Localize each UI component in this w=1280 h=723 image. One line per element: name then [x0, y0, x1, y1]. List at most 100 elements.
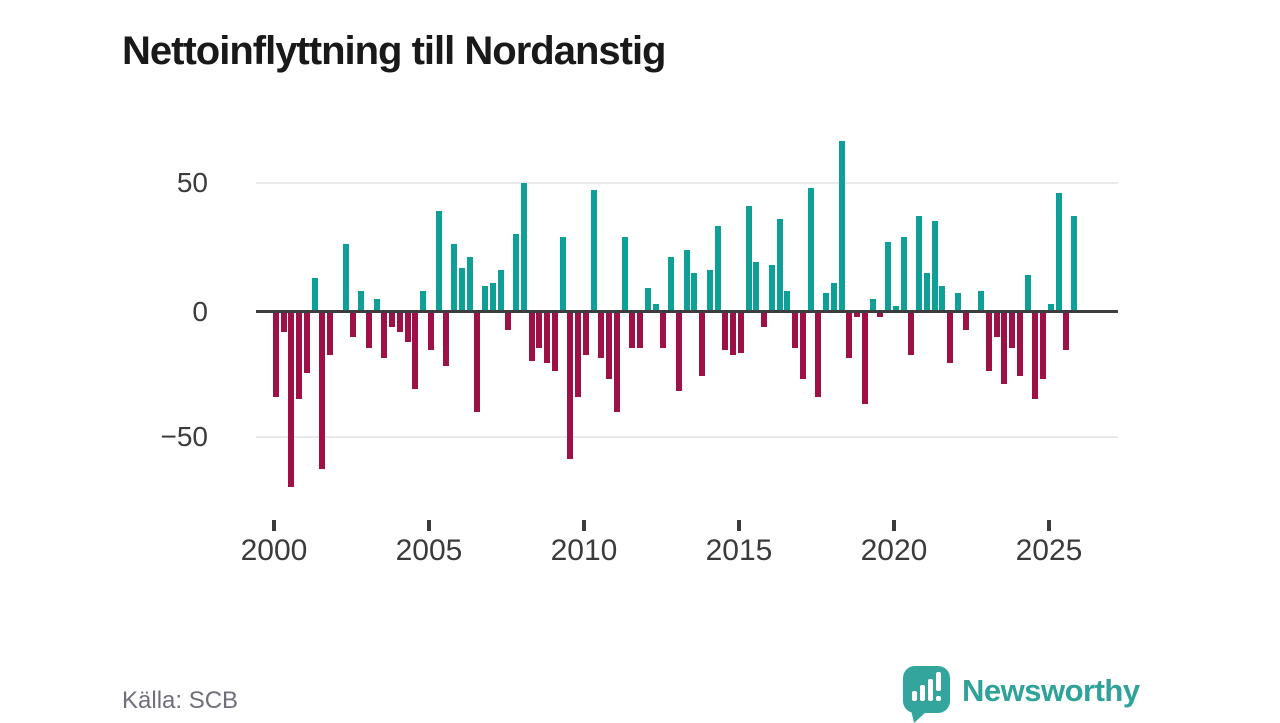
- bar-2004-Q4: [420, 290, 427, 312]
- bar-2024-Q2: [1024, 275, 1031, 312]
- bar-2024-Q3: [1032, 311, 1039, 400]
- bar-2002-Q4: [358, 290, 365, 312]
- bar-2007-Q1: [489, 283, 496, 312]
- bar-2019-Q1: [861, 311, 868, 405]
- x-axis-label-2010: 2010: [550, 534, 618, 567]
- bar-2018-Q3: [846, 311, 853, 358]
- exclamation-icon: [936, 672, 941, 691]
- bar-2014-Q3: [722, 311, 729, 351]
- bar-2006-Q3: [474, 311, 481, 413]
- bar-2018-Q2: [838, 141, 845, 312]
- bar-2009-Q3: [567, 311, 574, 459]
- bar-2014-Q2: [714, 226, 721, 312]
- bar-2012-Q4: [668, 257, 675, 312]
- bar-2002-Q3: [350, 311, 357, 338]
- x-tick-2015: [737, 520, 741, 531]
- bar-2002-Q2: [342, 244, 349, 312]
- bar-2003-Q3: [381, 311, 388, 358]
- bar-2021-Q1: [923, 272, 930, 312]
- bar-2008-Q2: [528, 311, 535, 361]
- bar-2016-Q3: [784, 290, 791, 312]
- bar-2020-Q3: [908, 311, 915, 356]
- bar-2000-Q3: [288, 311, 295, 487]
- bar-2025-Q1: [1047, 303, 1054, 312]
- bar-chart-icon: [928, 679, 933, 701]
- x-tick-2000: [272, 520, 276, 531]
- bar-2011-Q3: [629, 311, 636, 348]
- bar-2018-Q4: [854, 311, 861, 317]
- bar-2014-Q4: [730, 311, 737, 356]
- bar-2009-Q2: [559, 236, 566, 312]
- bar-2022-Q2: [962, 311, 969, 330]
- bar-2018-Q1: [830, 283, 837, 312]
- bar-2015-Q3: [753, 262, 760, 312]
- bar-2016-Q4: [792, 311, 799, 348]
- bar-2010-Q3: [598, 311, 605, 358]
- y-axis-label-50: 50: [176, 167, 208, 198]
- gridline-50: [256, 182, 1118, 184]
- bar-2023-Q1: [985, 311, 992, 371]
- bar-2005-Q4: [451, 244, 458, 312]
- bar-2004-Q2: [404, 311, 411, 343]
- bar-2017-Q3: [815, 311, 822, 397]
- x-tick-2005: [427, 520, 431, 531]
- bar-2019-Q4: [885, 241, 892, 312]
- bar-2004-Q3: [412, 311, 419, 389]
- bar-2005-Q1: [427, 311, 434, 351]
- bar-2025-Q2: [1055, 192, 1062, 312]
- bar-2017-Q1: [799, 311, 806, 379]
- x-axis-zero-line: [256, 310, 1118, 313]
- bar-2017-Q4: [823, 293, 830, 312]
- bar-2013-Q2: [683, 249, 690, 312]
- bar-2013-Q4: [699, 311, 706, 376]
- bar-2013-Q3: [691, 272, 698, 312]
- bar-2003-Q1: [365, 311, 372, 348]
- bar-2023-Q2: [993, 311, 1000, 338]
- bar-2008-Q4: [544, 311, 551, 364]
- newsworthy-logo[interactable]: Newsworthy: [903, 666, 1163, 723]
- bar-chart-icon: [912, 691, 917, 701]
- bar-2012-Q3: [660, 311, 667, 348]
- bar-2014-Q1: [706, 270, 713, 312]
- bar-2001-Q3: [319, 311, 326, 469]
- bar-2021-Q2: [931, 221, 938, 312]
- x-tick-2025: [1047, 520, 1051, 531]
- bar-2010-Q2: [590, 190, 597, 312]
- bar-2024-Q4: [1040, 311, 1047, 379]
- bar-2012-Q1: [644, 288, 651, 312]
- bar-2011-Q4: [637, 311, 644, 348]
- bar-2023-Q4: [1009, 311, 1016, 348]
- bar-2017-Q2: [807, 187, 814, 312]
- y-axis-label-neg-50: −50: [160, 421, 209, 452]
- bar-2000-Q4: [296, 311, 303, 400]
- y-axis-label-0: 0: [192, 296, 208, 327]
- bar-2016-Q1: [768, 265, 775, 312]
- bar-2022-Q1: [954, 293, 961, 312]
- bar-2006-Q2: [466, 257, 473, 312]
- bar-2021-Q3: [939, 285, 946, 312]
- bar-2005-Q2: [435, 210, 442, 312]
- bar-2001-Q1: [303, 311, 310, 374]
- logo-wordmark: Newsworthy: [962, 673, 1140, 708]
- bar-2020-Q4: [916, 216, 923, 312]
- bar-2005-Q3: [443, 311, 450, 366]
- bar-2000-Q1: [273, 311, 279, 397]
- bar-2003-Q2: [373, 298, 380, 312]
- bar-2004-Q1: [396, 311, 403, 333]
- bar-2008-Q1: [520, 182, 527, 312]
- bar-2015-Q2: [745, 205, 752, 312]
- x-axis-label-2005: 2005: [395, 534, 463, 567]
- x-axis-label-2025: 2025: [1015, 534, 1083, 567]
- bar-2015-Q1: [737, 311, 744, 353]
- bar-2012-Q2: [652, 303, 659, 312]
- bar-2016-Q2: [776, 218, 783, 312]
- page-title: Nettoinflyttning till Nordanstig: [122, 28, 667, 73]
- bar-2020-Q2: [900, 236, 907, 312]
- bar-2021-Q4: [947, 311, 954, 364]
- x-axis-label-2000: 2000: [240, 534, 308, 567]
- bar-2008-Q3: [536, 311, 543, 348]
- gridline-neg-50: [256, 436, 1118, 438]
- bar-2001-Q4: [327, 311, 334, 356]
- bar-2011-Q1: [613, 311, 620, 413]
- bar-2013-Q1: [675, 311, 682, 392]
